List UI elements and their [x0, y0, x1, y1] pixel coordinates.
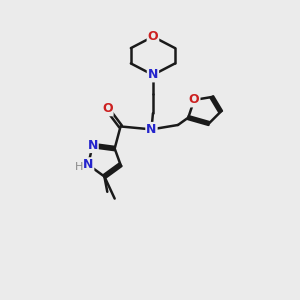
Text: N: N: [87, 139, 98, 152]
Text: N: N: [148, 68, 158, 81]
Text: H: H: [75, 162, 83, 172]
Text: N: N: [83, 158, 93, 171]
Text: N: N: [146, 123, 157, 136]
Text: O: O: [102, 102, 112, 115]
Text: O: O: [189, 93, 200, 106]
Text: O: O: [148, 30, 158, 43]
